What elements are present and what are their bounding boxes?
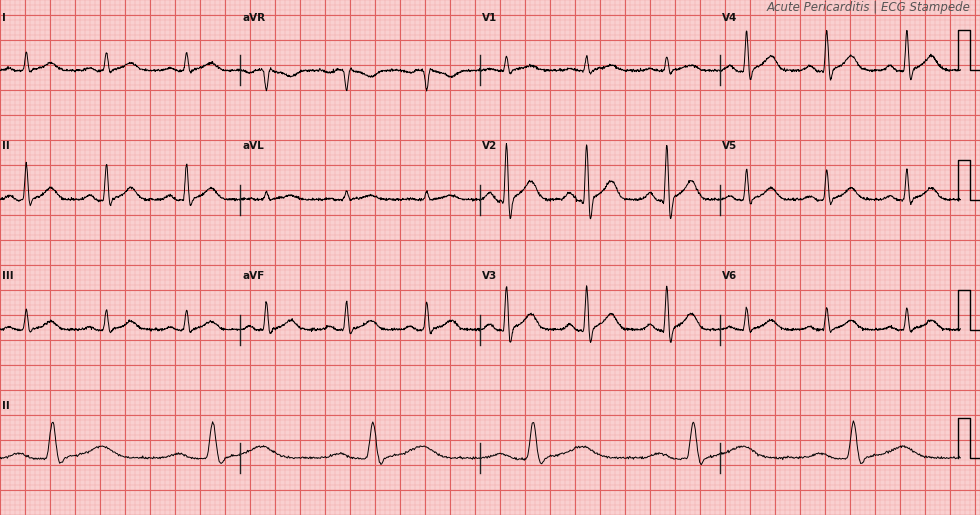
Text: V1: V1 (482, 13, 498, 23)
Text: V4: V4 (722, 13, 738, 23)
Text: II: II (2, 141, 10, 151)
Text: aVL: aVL (242, 141, 264, 151)
Text: V5: V5 (722, 141, 738, 151)
Text: III: III (2, 271, 14, 281)
Text: I: I (2, 13, 6, 23)
Text: Acute Pericarditis | ECG Stampede: Acute Pericarditis | ECG Stampede (766, 1, 970, 14)
Text: V3: V3 (482, 271, 498, 281)
Text: V2: V2 (482, 141, 498, 151)
Text: V6: V6 (722, 271, 738, 281)
Text: aVR: aVR (242, 13, 266, 23)
Text: II: II (2, 401, 10, 410)
Text: aVF: aVF (242, 271, 265, 281)
